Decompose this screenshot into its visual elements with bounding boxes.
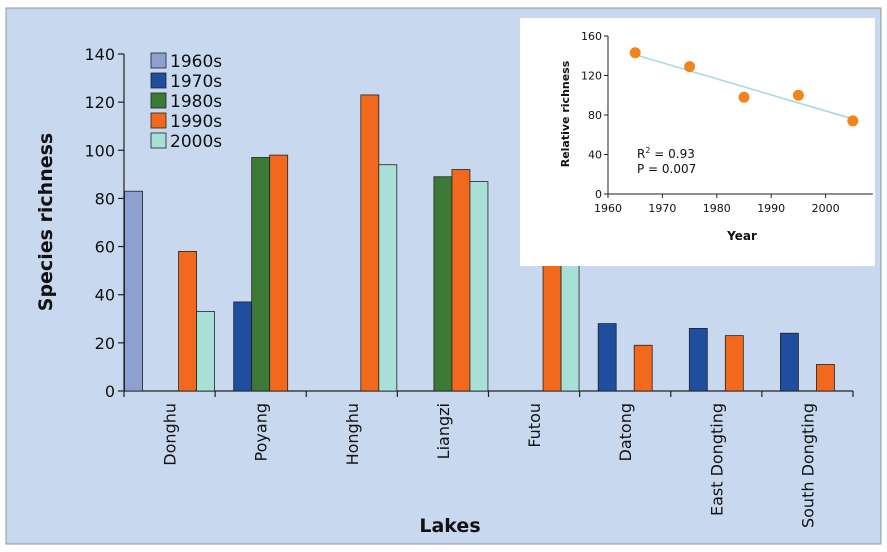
inset-y-tick-label: 80 — [588, 109, 602, 122]
legend-label: 1960s — [170, 52, 222, 72]
y-tick-label: 80 — [95, 189, 115, 208]
inset-point — [847, 115, 859, 127]
bar-1970s-poyang — [233, 301, 253, 392]
bar-1990s-east-dongting — [724, 335, 744, 392]
inset-axes — [604, 35, 873, 198]
bar-2000s-honghu — [378, 164, 398, 392]
y-tick-label: 20 — [95, 334, 115, 353]
inset-point — [629, 47, 641, 59]
inset-y-tick-labels: 0 40 80 120 160 — [581, 30, 602, 201]
bar-1980s-liangzi — [433, 176, 453, 392]
y-tick-label: 0 — [105, 382, 115, 401]
inset-trendline — [634, 53, 854, 120]
legend-swatch — [150, 112, 167, 129]
inset-background — [520, 18, 875, 266]
bar-1980s-poyang — [251, 157, 271, 392]
x-tick-label: Poyang — [252, 403, 271, 461]
bar-1970s-datong — [597, 323, 617, 392]
inset-chart: 1960 1970 1980 1990 2000 0 40 80 120 160 Relativ… — [520, 18, 875, 266]
legend-swatch — [150, 52, 167, 69]
inset-x-tick-label: 1990 — [757, 202, 785, 215]
bar-1990s-poyang — [269, 154, 289, 392]
bar-2000s-futou — [560, 243, 580, 392]
x-tick-label: Donghu — [161, 403, 180, 466]
bar-1990s-liangzi — [451, 169, 471, 392]
y-tick-label: 60 — [95, 238, 115, 257]
x-tick-label: Honghu — [343, 403, 362, 465]
bar-2000s-liangzi — [469, 181, 489, 392]
y-tick-label: 100 — [84, 141, 115, 160]
inset-r2-annotation: R2 = 0.93 — [637, 146, 695, 161]
inset-x-tick-label: 1970 — [648, 202, 676, 215]
inset-points — [629, 47, 859, 127]
legend-swatch — [150, 92, 167, 109]
bar-1990s-honghu — [360, 94, 380, 392]
y-tick-label: 40 — [95, 286, 115, 305]
bar-1990s-south-dongting — [816, 364, 835, 392]
x-tick-label: Futou — [525, 403, 544, 448]
inset-trendline-line — [634, 53, 854, 120]
x-tick-label: East Dongting — [707, 403, 726, 516]
x-tick-label: Liangzi — [434, 403, 453, 459]
inset-x-tick-label: 2000 — [812, 202, 840, 215]
inset-y-tick-label: 0 — [595, 188, 602, 201]
bar-1990s-datong — [633, 344, 653, 392]
legend-label: 1990s — [170, 112, 222, 132]
inset-y-tick-label: 160 — [581, 30, 602, 43]
inset-x-tick-label: 1980 — [703, 202, 731, 215]
inset-point — [738, 91, 750, 103]
bar-1990s-donghu — [178, 250, 197, 392]
y-axis-label: Species richness — [35, 133, 57, 311]
bar-1970s-south-dongting — [780, 332, 799, 392]
bar-1960s-donghu — [124, 190, 143, 392]
inset-y-tick-label: 40 — [588, 149, 602, 162]
inset-x-tick-label: 1960 — [594, 202, 622, 215]
legend-label: 1970s — [170, 72, 222, 92]
inset-point — [684, 61, 696, 73]
y-tick-label: 120 — [84, 93, 115, 112]
main-x-tick-labels: Donghu Poyang Honghu Liangzi Futou Datong East… — [161, 403, 818, 528]
x-tick-label: Datong — [616, 403, 635, 461]
x-axis-label: Lakes — [419, 515, 480, 537]
legend-label: 2000s — [170, 132, 222, 152]
bar-1970s-east-dongting — [688, 328, 708, 392]
inset-y-axis-label: Relative richness — [559, 60, 572, 167]
inset-x-tick-labels: 1960 1970 1980 1990 2000 — [594, 202, 840, 215]
inset-x-axis-label: Year — [726, 229, 757, 243]
main-y-tick-labels: 0 20 40 60 80 100 120 140 — [84, 45, 115, 401]
x-tick-label: South Dongting — [798, 403, 817, 528]
inset-p-annotation: P = 0.007 — [637, 162, 696, 176]
legend-label: 1980s — [170, 92, 222, 112]
main-bars — [124, 94, 835, 392]
legend-swatch — [150, 72, 167, 89]
legend-swatch — [150, 132, 167, 149]
bar-2000s-donghu — [196, 311, 215, 392]
inset-point — [792, 89, 804, 101]
y-tick-label: 140 — [84, 45, 115, 64]
inset-y-tick-label: 120 — [581, 70, 602, 83]
